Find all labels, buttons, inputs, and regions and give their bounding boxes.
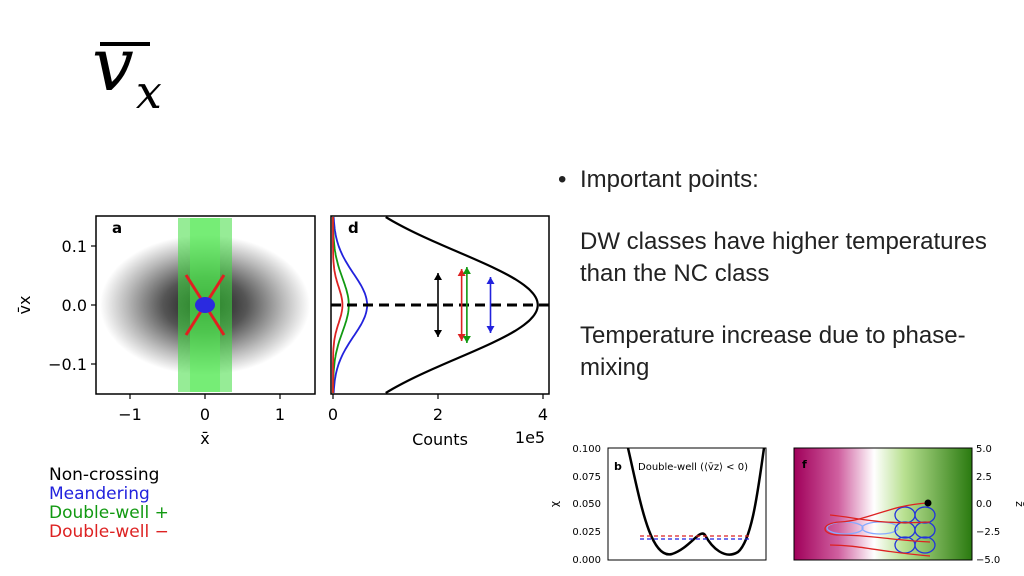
panel-f-label: f [802,458,807,471]
x-tick-label: 0 [328,405,338,424]
legend: Non-crossing Meandering Double-well + Do… [49,466,169,542]
panel-b-annotation: Double-well (⟨v̄z⟩ < 0) [638,462,748,473]
panel-b-potential-curve [626,447,766,556]
y-tick-label: 5.0 [976,444,992,455]
panel-f-frame [793,447,973,561]
x-tick-label: 4 [538,405,548,424]
panel-d-arrowhead [457,269,466,276]
y-tick-label: −2.5 [976,527,1000,538]
legend-item-meandering: Meandering [49,484,150,504]
panel-f-trajectory [824,502,931,543]
legend-item-double-well-minus: Double-well − [49,522,169,542]
panel-b-frame [607,447,767,561]
x-axis-multiplier: 1e5 [515,428,545,447]
y-tick-label: 0.025 [572,527,601,538]
panel-b: b Double-well (⟨v̄z⟩ < 0) 0.100 0.075 0.… [548,444,767,566]
bullet-heading-text: Important points: [580,166,759,193]
panel-f-orbit [914,506,936,524]
y-tick-label: 0.000 [572,555,601,566]
panel-d-arrowhead [462,336,471,343]
y-tick-label: 0.0 [976,499,992,510]
panel-d-arrowhead [434,273,442,280]
y-axis-label: χ [548,500,561,507]
y-tick-label: 0.1 [62,237,87,256]
bullet-list: • Important points: DW classes have high… [558,164,998,384]
bullet-heading: • Important points: [558,164,998,196]
y-tick-label: 0.0 [62,296,87,315]
panel-a-blue-core [195,297,215,313]
panel-b-background [608,448,766,560]
panel-d-arrowhead [434,330,442,337]
panel-d: d 0 2 4 Counts 1e5 [328,215,550,449]
panel-f-orbit [914,536,936,554]
y-axis-label: v̄x [15,296,34,315]
bullet-paragraph-2: Temperature increase due to phase-mixing [580,322,966,381]
panel-f-trajectory [829,544,931,557]
x-tick-label: 0 [200,405,210,424]
x-tick-label: 1 [275,405,285,424]
x-tick-label: 2 [433,405,443,424]
panel-d-arrows [434,267,495,343]
panel-d-series-curve [332,217,344,393]
y-tick-label: 2.5 [976,472,992,483]
panel-d-frame [330,215,550,395]
panel-f: f 5.0 2.5 0.0 −2.5 −5.0 z̄ [793,444,1024,566]
y-axis-label: z̄ [1013,501,1024,507]
title-subscript: x [135,65,162,119]
legend-item-double-well-plus: Double-well + [49,503,169,523]
y-tick-label: −0.1 [48,355,87,374]
panel-d-arrowhead [486,326,495,333]
panel-b-label: b [614,460,622,473]
panel-d-arrowhead [486,277,495,284]
title-symbol: v [92,22,134,108]
overline-bar [100,42,150,46]
slide-title: vx [92,28,162,115]
panel-f-background [794,448,972,560]
panel-f-marker [924,499,932,507]
panel-f-trajectory [829,514,931,524]
panel-d-label: d [348,219,359,237]
x-axis-label: x̄ [200,429,209,448]
panel-d-series-curve [385,216,539,394]
y-tick-label: 0.075 [572,472,601,483]
panel-a: a 0.1 0.0 −0.1 −1 0 1 x̄ v̄x [15,215,316,448]
x-tick-label: −1 [118,405,142,424]
panel-d-arrowhead [462,267,471,274]
y-tick-label: 0.100 [572,444,601,455]
bullet-paragraph-1: DW classes have higher temperatures than… [580,228,987,287]
y-tick-label: −5.0 [976,555,1000,566]
bullet-dot-icon: • [558,166,567,193]
y-tick-label: 0.050 [572,499,601,510]
panel-d-arrowhead [457,334,466,341]
legend-item-non-crossing: Non-crossing [49,465,160,485]
x-axis-label: Counts [412,430,468,449]
panel-a-label: a [112,219,122,237]
